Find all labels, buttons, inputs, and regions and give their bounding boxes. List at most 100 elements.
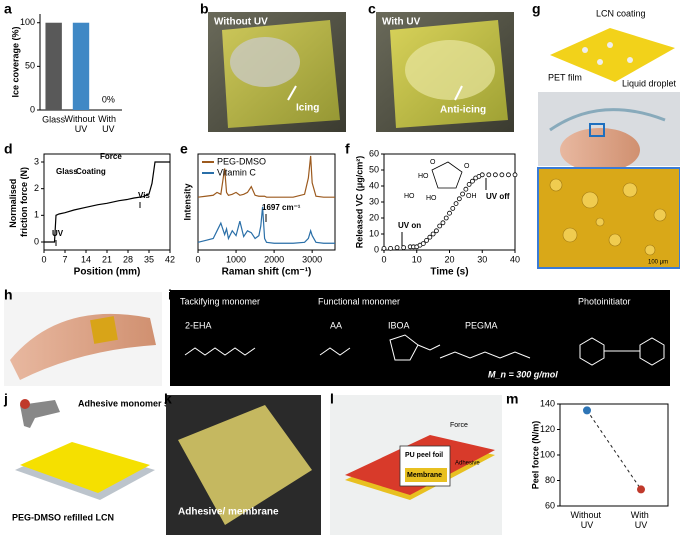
photo-label: Adhesive monomer spray bbox=[78, 398, 188, 408]
x-tick-label: 42 bbox=[165, 254, 175, 264]
y-tick-label: 0 bbox=[34, 236, 39, 246]
point bbox=[440, 220, 446, 226]
x-tick-label: 0 bbox=[41, 254, 46, 264]
panel-label: i bbox=[168, 287, 172, 303]
x-tick-label: With UV bbox=[98, 114, 119, 134]
data-line bbox=[197, 206, 335, 244]
group-title: Tackifying monomer bbox=[180, 296, 260, 306]
x-tick-label: 0 bbox=[195, 254, 200, 264]
point bbox=[427, 234, 433, 240]
point bbox=[466, 181, 472, 187]
annotation: UV bbox=[52, 229, 64, 238]
point bbox=[420, 241, 426, 247]
annotation: Force bbox=[100, 152, 122, 161]
y-axis-label: Intensity bbox=[182, 183, 192, 220]
point bbox=[506, 172, 511, 178]
y-tick-label: 40 bbox=[369, 180, 379, 190]
photo-label: Adhesive/ membrane bbox=[178, 507, 279, 518]
y-axis-label: Normalised friction force (N) bbox=[8, 167, 29, 237]
y-tick-label: 50 bbox=[369, 164, 379, 174]
plot-frame bbox=[383, 153, 516, 251]
point bbox=[512, 172, 518, 178]
compound: IBOA bbox=[388, 320, 410, 330]
photo-label: With UV bbox=[382, 17, 421, 28]
plot-frame bbox=[197, 153, 336, 251]
point bbox=[486, 172, 492, 178]
panel-label: d bbox=[4, 141, 13, 157]
photo-label: Adhesive bbox=[455, 461, 480, 467]
x-tick-label: 0 bbox=[381, 254, 386, 264]
panel-l: Force PU peel foil Adhesive Membrane bbox=[330, 395, 502, 535]
annotation: 1697 cm⁻¹ bbox=[262, 203, 301, 212]
x-tick-label: 40 bbox=[510, 254, 520, 264]
x-tick-label: Glass bbox=[42, 114, 66, 124]
photo-label: Membrane bbox=[407, 472, 442, 479]
annotation: UV off bbox=[486, 192, 510, 201]
panel-label: k bbox=[164, 391, 172, 407]
annotation: UV on bbox=[398, 221, 421, 230]
point bbox=[492, 172, 498, 178]
photo-label: PU peel foil bbox=[405, 452, 443, 459]
panel-j: Adhesive monomer spray PEG-DMSO refilled… bbox=[12, 398, 188, 522]
x-tick-label: 21 bbox=[102, 254, 112, 264]
structure-label: O bbox=[464, 163, 470, 170]
annotation: Glass bbox=[56, 167, 78, 176]
x-axis-label: Position (mm) bbox=[74, 267, 141, 278]
point bbox=[388, 245, 393, 251]
point bbox=[470, 178, 475, 184]
point bbox=[456, 196, 462, 202]
y-axis-label: Peel force (N/m) bbox=[530, 421, 540, 490]
panel-label: b bbox=[200, 1, 209, 17]
point bbox=[460, 191, 466, 197]
y-tick-label: 60 bbox=[369, 148, 379, 158]
y-tick-label: 120 bbox=[540, 424, 555, 434]
y-tick-label: 2 bbox=[34, 183, 39, 193]
photo-label: Anti-icing bbox=[440, 105, 486, 116]
x-axis-label: Time (s) bbox=[430, 267, 468, 278]
x-tick-label: 30 bbox=[477, 254, 487, 264]
annotation: Coating bbox=[76, 167, 106, 176]
photo-k: Adhesive/ membrane bbox=[166, 395, 321, 535]
photo-label: Icing bbox=[296, 103, 319, 114]
panel-label: f bbox=[345, 141, 350, 157]
structure-label: HO bbox=[418, 173, 429, 180]
point bbox=[424, 237, 429, 243]
panel-label: e bbox=[180, 141, 188, 157]
point bbox=[453, 201, 459, 207]
legend-label: Vitamin C bbox=[217, 167, 256, 177]
x-tick-label: 28 bbox=[123, 254, 133, 264]
panel-label: a bbox=[4, 1, 12, 17]
compound: AA bbox=[330, 320, 342, 330]
molecule bbox=[431, 161, 463, 189]
photo-label: PEG-DMSO refilled LCN bbox=[12, 512, 114, 522]
point bbox=[443, 215, 449, 221]
point bbox=[401, 245, 407, 251]
y-tick-label: 60 bbox=[545, 500, 555, 510]
structure-label: O bbox=[430, 159, 436, 166]
x-tick-label: 1000 bbox=[226, 254, 246, 264]
y-tick-label: 100 bbox=[540, 449, 555, 459]
scale-bar: 100 μm bbox=[648, 260, 668, 266]
plot-frame bbox=[559, 403, 669, 507]
panel-i: Tackifying monomer Functional monomer Ph… bbox=[170, 290, 670, 386]
x-tick-label: 14 bbox=[81, 254, 91, 264]
group-title: Photoinitiator bbox=[578, 296, 631, 306]
point bbox=[450, 205, 456, 211]
x-tick-label: 35 bbox=[144, 254, 154, 264]
data-line bbox=[197, 155, 335, 198]
panel-label: g bbox=[532, 1, 541, 17]
y-tick-label: 20 bbox=[369, 212, 379, 222]
y-tick-label: 80 bbox=[545, 475, 555, 485]
bar bbox=[45, 22, 62, 110]
bar bbox=[72, 22, 90, 110]
point bbox=[637, 485, 645, 494]
group-title: Functional monomer bbox=[318, 296, 400, 306]
x-axis-label: Raman shift (cm⁻¹) bbox=[222, 267, 312, 278]
trend-line bbox=[586, 410, 642, 490]
compound: M_n = 300 g/mol bbox=[488, 369, 558, 379]
structure-label: HO bbox=[426, 195, 437, 202]
panel-label: m bbox=[506, 391, 518, 407]
value-label: 0% bbox=[102, 94, 115, 104]
point bbox=[499, 172, 505, 178]
x-tick-label: Without UV bbox=[64, 114, 97, 134]
